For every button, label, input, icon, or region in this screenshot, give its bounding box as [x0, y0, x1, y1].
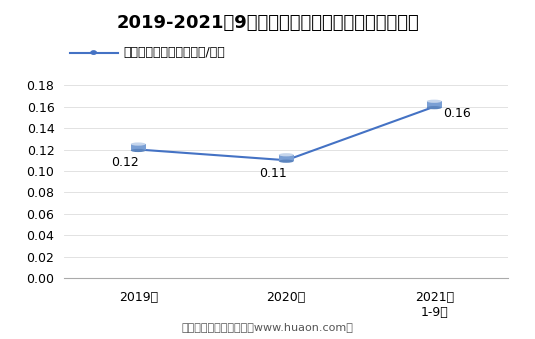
- Polygon shape: [427, 101, 441, 108]
- Ellipse shape: [279, 153, 294, 156]
- Text: 0.16: 0.16: [443, 107, 471, 120]
- Ellipse shape: [427, 106, 441, 109]
- Polygon shape: [131, 144, 146, 151]
- Text: 2019年: 2019年: [119, 291, 158, 304]
- Text: 0.11: 0.11: [259, 166, 287, 180]
- Text: 2019-2021年9月郑州商品交易所棉花期权成交均价: 2019-2021年9月郑州商品交易所棉花期权成交均价: [116, 14, 419, 32]
- Text: 制图：华经产业研究院（www.huaon.com）: 制图：华经产业研究院（www.huaon.com）: [181, 322, 354, 332]
- Ellipse shape: [279, 160, 294, 163]
- Text: 0.12: 0.12: [112, 156, 139, 169]
- Text: 2021年
1-9月: 2021年 1-9月: [415, 291, 454, 319]
- Ellipse shape: [427, 100, 441, 103]
- Ellipse shape: [131, 142, 146, 146]
- Text: 2020年: 2020年: [266, 291, 306, 304]
- Text: 棉花期权成交均价（万元/手）: 棉花期权成交均价（万元/手）: [123, 46, 225, 59]
- Ellipse shape: [131, 149, 146, 152]
- Polygon shape: [279, 155, 294, 161]
